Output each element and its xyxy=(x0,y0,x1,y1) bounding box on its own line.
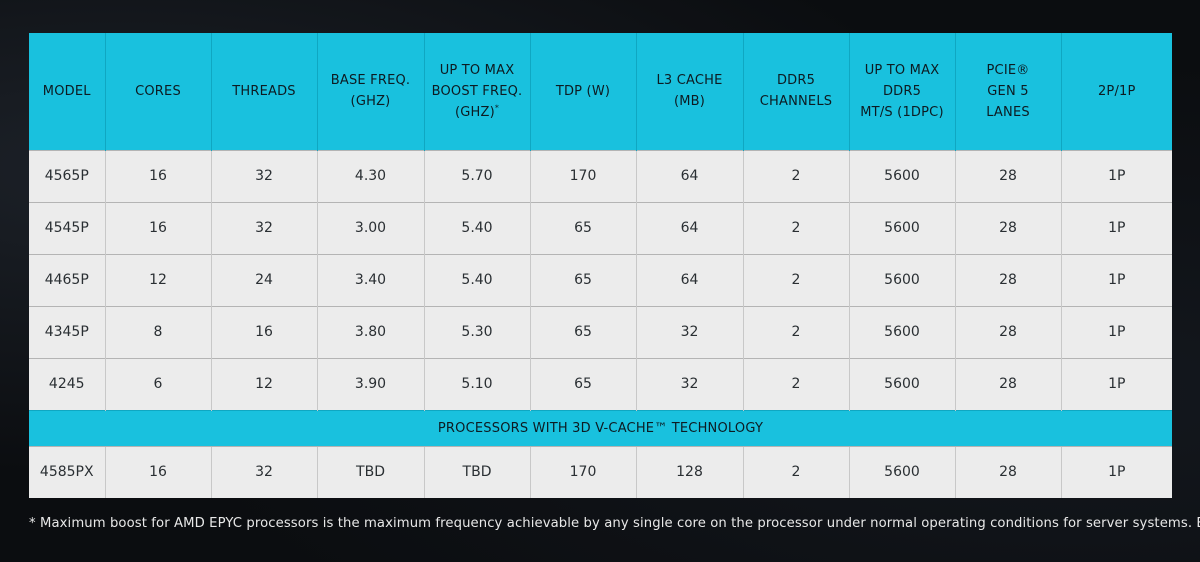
model-cell: 4545P xyxy=(29,201,105,254)
table-cell: 2 xyxy=(742,149,849,202)
table-cell: 65 xyxy=(529,201,636,254)
table-cell: 12 xyxy=(210,357,317,410)
table-row: 4545P 16 32 3.00 5.40 65 64 2 5600 28 1P xyxy=(29,201,1172,254)
column-header: L3 CACHE (MB) xyxy=(635,33,743,150)
model-cell: 4245 xyxy=(29,357,105,410)
table-cell: 32 xyxy=(635,305,743,358)
table-cell: 65 xyxy=(529,305,636,358)
table-cell: 5.40 xyxy=(423,201,530,254)
table-cell: 12 xyxy=(104,253,211,306)
table-cell: 5.70 xyxy=(423,149,530,202)
table-cell: 128 xyxy=(635,445,743,498)
table-cell: 2 xyxy=(742,357,849,410)
table-cell: 32 xyxy=(635,357,743,410)
table-cell: 16 xyxy=(104,149,211,202)
column-header: UP TO MAX BOOST FREQ. (GHZ)* xyxy=(423,33,530,150)
column-header: BASE FREQ. (GHZ) xyxy=(316,33,424,150)
table-cell: 5600 xyxy=(848,201,955,254)
table-cell: 1P xyxy=(1060,305,1172,358)
table-cell: 28 xyxy=(954,253,1061,306)
table-cell: 2 xyxy=(742,305,849,358)
table-cell: 28 xyxy=(954,201,1061,254)
table-cell: 28 xyxy=(954,149,1061,202)
table-cell: 32 xyxy=(210,201,317,254)
table-cell: 2 xyxy=(742,253,849,306)
table-cell: 28 xyxy=(954,445,1061,498)
table-cell: 5600 xyxy=(848,357,955,410)
column-header: UP TO MAX DDR5 MT/S (1DPC) xyxy=(848,33,955,150)
table-row: 4585PX 16 32 TBD TBD 170 128 2 5600 28 1P xyxy=(29,445,1172,498)
spec-table-container: MODEL CORES THREADS BASE FREQ. (GHZ) UP TO MA… xyxy=(29,33,1172,498)
table-cell: 64 xyxy=(635,253,743,306)
column-header: TDP (W) xyxy=(529,33,636,150)
model-cell: 4345P xyxy=(29,305,105,358)
table-cell: 65 xyxy=(529,357,636,410)
table-cell: 32 xyxy=(210,445,317,498)
table-cell: 5600 xyxy=(848,445,955,498)
table-cell: 1P xyxy=(1060,253,1172,306)
column-header: 2P/1P xyxy=(1060,33,1172,150)
table-row: 4345P 8 16 3.80 5.30 65 32 2 5600 28 1P xyxy=(29,305,1172,358)
table-cell: 5.30 xyxy=(423,305,530,358)
table-cell: 4.30 xyxy=(316,149,424,202)
table-cell: 1P xyxy=(1060,445,1172,498)
table-cell: 32 xyxy=(210,149,317,202)
table-cell: 5600 xyxy=(848,253,955,306)
column-header: PCIE® GEN 5 LANES xyxy=(954,33,1061,150)
table-cell: 5.40 xyxy=(423,253,530,306)
table-cell: 8 xyxy=(104,305,211,358)
column-header: CORES xyxy=(104,33,211,150)
table-cell: TBD xyxy=(423,445,530,498)
table-cell: 5600 xyxy=(848,305,955,358)
table-row: 4465P 12 24 3.40 5.40 65 64 2 5600 28 1P xyxy=(29,253,1172,306)
table-cell: 2 xyxy=(742,201,849,254)
table-cell: 16 xyxy=(104,201,211,254)
table-cell: 64 xyxy=(635,149,743,202)
table-cell: 16 xyxy=(210,305,317,358)
table-cell: 3.40 xyxy=(316,253,424,306)
column-header: THREADS xyxy=(210,33,317,150)
table-cell: 5600 xyxy=(848,149,955,202)
table-cell: 2 xyxy=(742,445,849,498)
footnote: * Maximum boost for AMD EPYC processors … xyxy=(29,516,1200,531)
header-row: MODEL CORES THREADS BASE FREQ. (GHZ) UP TO MA… xyxy=(29,33,1172,150)
column-header: DDR5 CHANNELS xyxy=(742,33,849,150)
model-cell: 4565P xyxy=(29,149,105,202)
table-cell: 28 xyxy=(954,357,1061,410)
model-cell: 4465P xyxy=(29,253,105,306)
table-cell: 24 xyxy=(210,253,317,306)
table-cell: 64 xyxy=(635,201,743,254)
table-cell: 3.90 xyxy=(316,357,424,410)
table-cell: 16 xyxy=(104,445,211,498)
table-cell: 170 xyxy=(529,445,636,498)
table-cell: TBD xyxy=(316,445,424,498)
table-cell: 28 xyxy=(954,305,1061,358)
table-body: 4565P 16 32 4.30 5.70 170 64 2 5600 28 1P 4545P 16 32… xyxy=(29,149,1172,498)
processor-spec-table: MODEL CORES THREADS BASE FREQ. (GHZ) UP TO MA… xyxy=(29,33,1172,498)
table-cell: 5.10 xyxy=(423,357,530,410)
table-cell: 65 xyxy=(529,253,636,306)
table-cell: 1P xyxy=(1060,357,1172,410)
table-cell: 6 xyxy=(104,357,211,410)
table-cell: 170 xyxy=(529,149,636,202)
table-row: 4565P 16 32 4.30 5.70 170 64 2 5600 28 1P xyxy=(29,149,1172,202)
table-cell: 3.00 xyxy=(316,201,424,254)
table-cell: 3.80 xyxy=(316,305,424,358)
table-cell: 1P xyxy=(1060,201,1172,254)
table-row: 4245 6 12 3.90 5.10 65 32 2 5600 28 1P xyxy=(29,357,1172,410)
table-cell: 1P xyxy=(1060,149,1172,202)
model-cell: 4585PX xyxy=(29,445,105,498)
section-banner-row: PROCESSORS WITH 3D V-CACHE™ TECHNOLOGY xyxy=(29,409,1172,446)
column-header: MODEL xyxy=(29,33,105,150)
section-banner: PROCESSORS WITH 3D V-CACHE™ TECHNOLOGY xyxy=(29,409,1172,446)
